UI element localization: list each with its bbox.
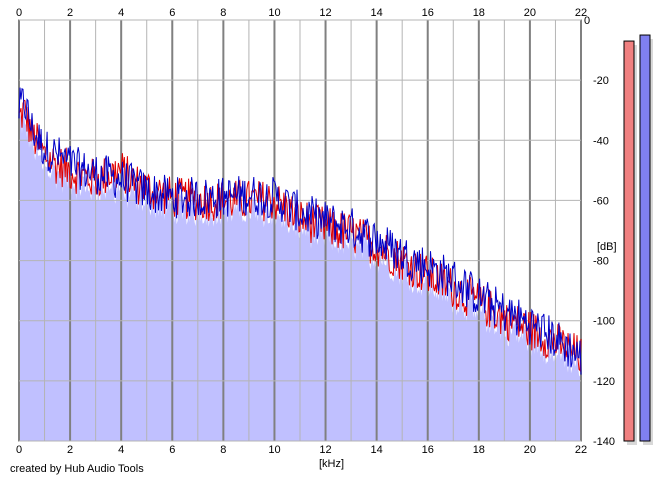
y-axis-label: [dB] bbox=[597, 241, 617, 253]
y-tick-label: -60 bbox=[593, 195, 609, 207]
right-channel-line bbox=[18, 87, 582, 375]
x-tick-label: 18 bbox=[473, 444, 485, 456]
level-meters bbox=[623, 34, 653, 446]
y-tick-label: -140 bbox=[593, 436, 615, 448]
x-tick-label: 12 bbox=[319, 444, 331, 456]
x-tick-label: 8 bbox=[220, 7, 226, 19]
x-ticks-bottom: 0 2 4 6 8 10 12 14 16 18 20 22 bbox=[16, 444, 587, 456]
x-tick-label: 8 bbox=[220, 444, 226, 456]
x-axis-label: [kHz] bbox=[319, 458, 344, 470]
grid-lines bbox=[18, 19, 582, 442]
x-tick-label: 0 bbox=[16, 444, 22, 456]
x-tick-label: 10 bbox=[268, 7, 280, 19]
x-tick-label: 18 bbox=[473, 7, 485, 19]
y-ticks: 0 -20 -40 -60 -80 -100 -120 -140 bbox=[584, 15, 615, 448]
y-tick-label: -120 bbox=[593, 376, 615, 388]
x-tick-label: 14 bbox=[371, 444, 383, 456]
y-tick-label: -100 bbox=[593, 316, 615, 328]
left-level-meter bbox=[623, 40, 635, 442]
x-tick-label: 0 bbox=[16, 7, 22, 19]
x-tick-label: 10 bbox=[268, 444, 280, 456]
x-tick-label: 20 bbox=[524, 7, 536, 19]
x-tick-label: 2 bbox=[67, 7, 73, 19]
x-tick-label: 16 bbox=[422, 7, 434, 19]
credit-text: created by Hub Audio Tools bbox=[10, 463, 144, 475]
x-tick-label: 4 bbox=[118, 444, 124, 456]
y-tick-label: -40 bbox=[593, 135, 609, 147]
x-ticks-top: 0 2 4 6 8 10 12 14 16 18 20 22 bbox=[16, 7, 587, 19]
x-tick-label: 16 bbox=[422, 444, 434, 456]
y-tick-label: -80 bbox=[593, 256, 609, 268]
y-tick-label: 0 bbox=[584, 15, 590, 27]
right-level-meter bbox=[639, 34, 651, 442]
x-tick-label: 6 bbox=[169, 444, 175, 456]
left-channel-line bbox=[18, 99, 582, 372]
x-tick-label: 20 bbox=[524, 444, 536, 456]
y-tick-label: -20 bbox=[593, 75, 609, 87]
x-tick-label: 12 bbox=[319, 7, 331, 19]
x-tick-label: 14 bbox=[371, 7, 383, 19]
x-tick-label: 22 bbox=[575, 444, 587, 456]
x-tick-label: 4 bbox=[118, 7, 124, 19]
x-tick-label: 22 bbox=[575, 7, 587, 19]
x-tick-label: 2 bbox=[67, 444, 73, 456]
x-tick-label: 6 bbox=[169, 7, 175, 19]
